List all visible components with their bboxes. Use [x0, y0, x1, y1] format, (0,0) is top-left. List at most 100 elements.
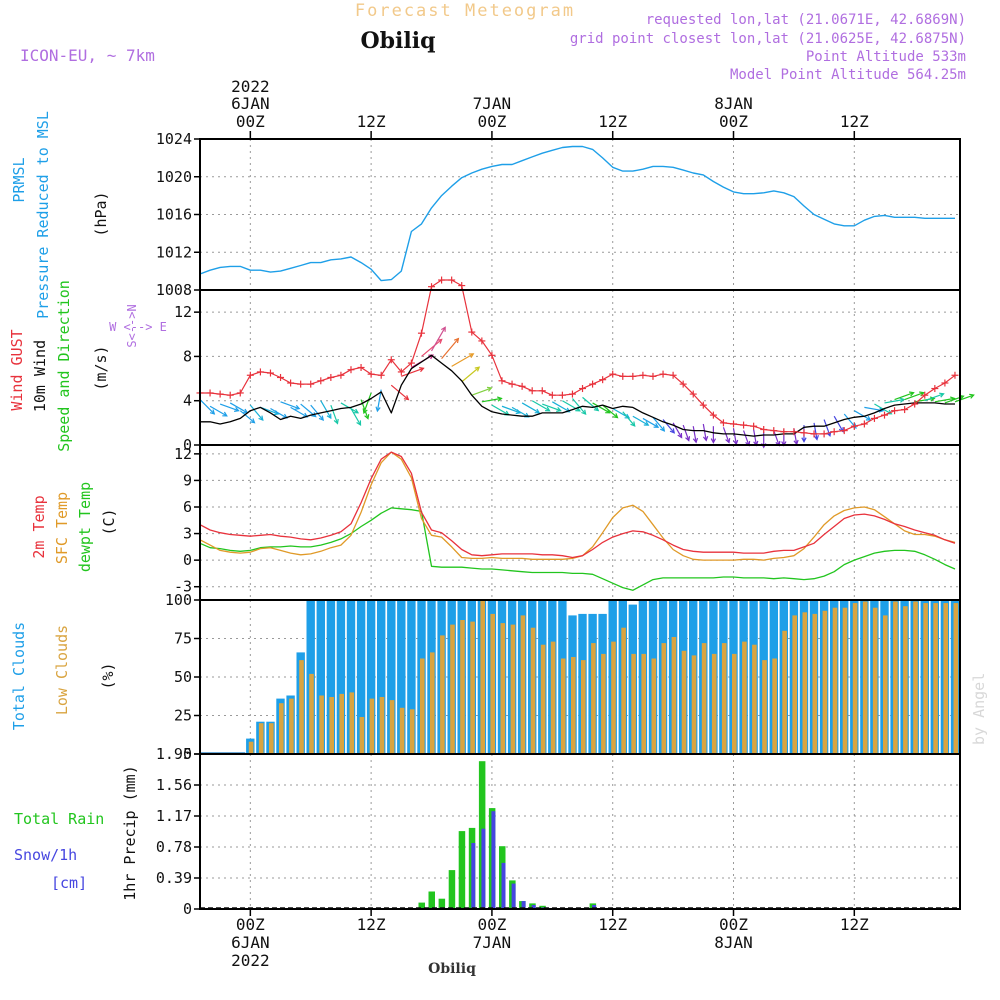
gust-marker	[589, 380, 597, 388]
snow-bar	[481, 828, 486, 909]
wind-arrow	[481, 396, 503, 403]
gust-marker	[719, 419, 727, 427]
wind-panel: 0 4 8 12 Wind GUST 10m Wind Speed and Directio…	[8, 276, 975, 454]
y-tick-label: 0	[183, 745, 192, 763]
low-cloud-bar	[420, 658, 425, 754]
wind-arrow	[732, 428, 739, 446]
wind-unit: (m/s)	[92, 345, 110, 390]
low-cloud-bar	[500, 623, 506, 754]
gust-marker	[468, 328, 476, 336]
wind-arrow	[390, 384, 410, 401]
top-axis-date: 7JAN	[473, 94, 512, 113]
total-cloud-bar	[356, 600, 366, 754]
low-cloud-bar	[520, 615, 526, 754]
snow-bar	[511, 883, 516, 909]
y-tick-label: 4	[183, 392, 192, 410]
sfc-temp-line	[199, 451, 956, 561]
clouds-unit: (%)	[99, 662, 117, 689]
low-cloud-bar	[269, 723, 274, 754]
wind-arrow	[702, 423, 709, 442]
gust-marker	[548, 391, 556, 399]
low-cloud-bar	[832, 607, 838, 754]
requested-coords: requested lon,lat (21.0671E, 42.6869N)	[646, 12, 966, 28]
compass-we-label: W <--> E	[109, 320, 167, 334]
low-cloud-bar	[349, 692, 355, 754]
gust-marker	[256, 368, 264, 376]
gust-marker	[337, 371, 345, 379]
wind-gust-line	[200, 279, 956, 435]
low-cloud-bar	[258, 723, 264, 754]
gust-marker	[649, 372, 657, 380]
panel-frame	[199, 444, 961, 601]
low-cloud-bar	[913, 601, 918, 754]
gridpoint-coords: grid point closest lon,lat (21.0625E, 42…	[570, 31, 966, 47]
total-rain-label: Total Rain	[14, 810, 104, 828]
wind-arrow	[793, 428, 799, 446]
y-tick-label: 1012	[156, 243, 192, 261]
rain-bar	[428, 891, 435, 909]
temp-2m-line	[199, 451, 956, 559]
wind-arrow	[239, 410, 256, 424]
y-tick-label: 1008	[156, 281, 192, 299]
low-cloud-bar	[953, 603, 959, 754]
wind-arrow	[642, 417, 660, 428]
wind-arrow	[330, 404, 339, 425]
wind-arrow	[571, 398, 587, 416]
gust-marker	[931, 385, 939, 393]
low-cloud-bar	[903, 606, 908, 754]
clouds-panel: 0 25 50 75 100 Total Clouds Low Clouds (%)	[10, 591, 961, 763]
wind-arrow	[199, 399, 216, 415]
wind-arrow	[813, 422, 819, 441]
top-axis-hour: 00Z	[236, 112, 265, 131]
bottom-axis-date: 8JAN	[714, 933, 753, 952]
total-cloud-bar	[326, 600, 336, 754]
gust-marker	[669, 371, 677, 379]
y-tick-label: 0.78	[156, 838, 192, 856]
low-cloud-bar	[681, 650, 687, 754]
y-tick-label: 12	[174, 445, 192, 463]
total-cloud-bar	[366, 600, 376, 754]
gust-marker	[327, 373, 335, 381]
gust-marker	[528, 387, 536, 395]
wind-gust-label: Wind GUST	[8, 329, 26, 410]
total-clouds-label: Total Clouds	[10, 622, 28, 730]
top-axis-hour: 12Z	[598, 112, 627, 131]
gust-marker	[226, 391, 234, 399]
wind-arrow	[602, 404, 619, 419]
y-tick-label: 1.56	[156, 776, 192, 794]
gust-marker	[579, 385, 587, 393]
total-cloud-bar	[316, 600, 325, 754]
low-cloud-bar	[802, 612, 808, 754]
y-tick-label: 25	[174, 707, 192, 725]
wind-arrow	[320, 400, 332, 420]
y-tick-label: 9	[183, 471, 192, 489]
gust-marker	[216, 390, 224, 398]
low-cloud-bar	[943, 603, 948, 754]
model-name: ICON-EU, ~ 7km	[20, 46, 155, 65]
header: Forecast Meteogram Obiliq ICON-EU, ~ 7km…	[20, 1, 988, 977]
footer-location: Obiliq	[428, 961, 476, 977]
wind-10m-label: 10m Wind	[31, 340, 49, 412]
gust-marker	[407, 359, 415, 367]
low-cloud-bar	[460, 620, 465, 754]
gust-marker	[820, 430, 828, 438]
low-cloud-bar	[601, 653, 606, 754]
top-axis-year: 2022	[231, 77, 270, 96]
low-cloud-bar	[309, 673, 314, 754]
gust-marker	[206, 389, 214, 397]
gust-marker	[941, 379, 949, 387]
top-axis-date: 6JAN	[231, 94, 270, 113]
gust-marker	[619, 372, 627, 380]
gust-marker	[498, 377, 506, 385]
wind-arrow	[249, 404, 264, 421]
gust-marker	[317, 377, 325, 385]
wind-arrow	[219, 403, 240, 412]
y-tick-label: 12	[174, 303, 192, 321]
wind-arrow	[894, 391, 915, 401]
gust-marker	[951, 371, 959, 379]
y-tick-label: 1.17	[156, 807, 192, 825]
wind-arrow	[461, 366, 481, 383]
wind-arrow	[682, 424, 691, 442]
